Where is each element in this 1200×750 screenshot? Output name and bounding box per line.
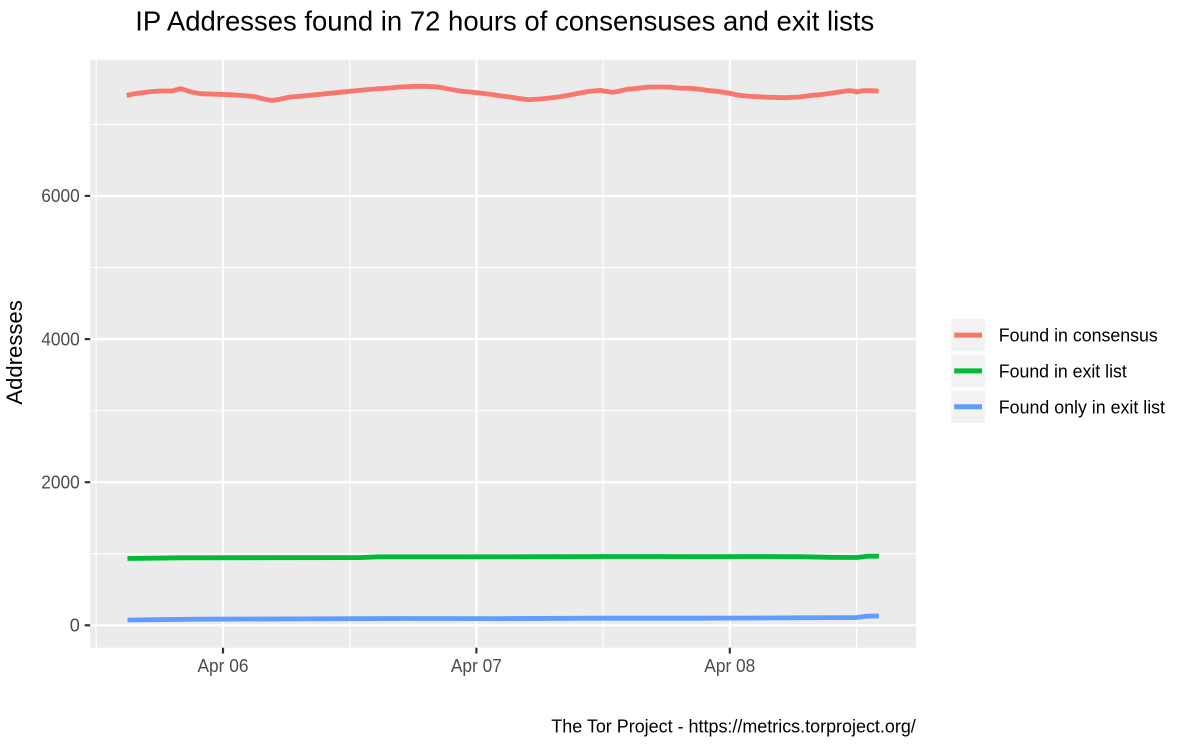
svg-text:Apr 07: Apr 07 <box>451 656 502 676</box>
svg-text:Apr 08: Apr 08 <box>704 656 755 676</box>
svg-text:Found only in exit list: Found only in exit list <box>999 398 1165 418</box>
svg-text:6000: 6000 <box>41 186 80 206</box>
svg-text:Found in consensus: Found in consensus <box>999 326 1158 346</box>
svg-text:Apr 06: Apr 06 <box>198 656 249 676</box>
svg-text:4000: 4000 <box>41 329 80 349</box>
svg-text:Found in exit list: Found in exit list <box>999 361 1127 381</box>
svg-text:0: 0 <box>70 616 80 636</box>
svg-text:2000: 2000 <box>41 473 80 493</box>
svg-text:IP Addresses found in 72 hours: IP Addresses found in 72 hours of consen… <box>135 5 874 36</box>
svg-text:Addresses: Addresses <box>2 300 27 405</box>
svg-text:The Tor Project - https://metr: The Tor Project - https://metrics.torpro… <box>551 717 916 737</box>
